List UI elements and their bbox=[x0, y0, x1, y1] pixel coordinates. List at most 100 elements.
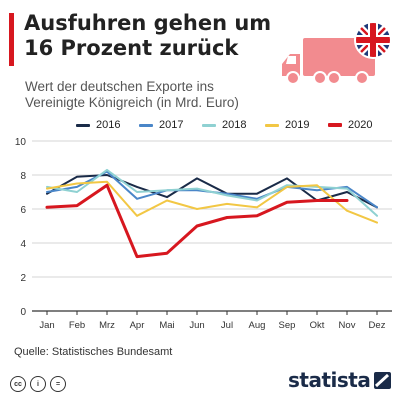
data-point-2016 bbox=[76, 175, 78, 178]
data-point-2017 bbox=[226, 192, 228, 195]
legend-label: 2016 bbox=[96, 119, 121, 131]
data-point-2018 bbox=[346, 187, 348, 190]
x-tick-label: Okt bbox=[310, 320, 325, 331]
data-point-2020 bbox=[46, 206, 48, 209]
data-point-2018 bbox=[196, 187, 198, 190]
nd-icon[interactable]: = bbox=[50, 376, 66, 392]
x-tick-label: Jan bbox=[39, 320, 54, 331]
legend-item-2019: 2019 bbox=[265, 116, 309, 134]
brand-name: statista bbox=[288, 368, 371, 392]
data-point-2019 bbox=[226, 203, 228, 205]
data-point-2018 bbox=[106, 169, 108, 171]
data-point-2020 bbox=[136, 255, 138, 258]
data-point-2016 bbox=[166, 196, 168, 198]
data-point-2020 bbox=[226, 216, 228, 219]
data-point-2016 bbox=[46, 192, 48, 195]
legend-label: 2020 bbox=[348, 119, 373, 131]
data-point-2016 bbox=[136, 186, 138, 188]
legend-swatch bbox=[328, 123, 342, 127]
chart-legend: 2016 2017 2018 2019 2020 bbox=[0, 116, 405, 134]
y-tick-label: 8 bbox=[20, 171, 26, 182]
data-point-2017 bbox=[46, 191, 48, 193]
data-point-2020 bbox=[196, 225, 198, 227]
legend-label: 2019 bbox=[285, 119, 310, 131]
data-point-2019 bbox=[136, 215, 138, 217]
data-point-2017 bbox=[196, 189, 198, 192]
x-tick-label: Sep bbox=[279, 320, 296, 331]
data-point-2019 bbox=[346, 209, 348, 212]
by-icon[interactable]: i bbox=[30, 376, 46, 392]
data-point-2020 bbox=[166, 252, 168, 254]
page-title: Ausfuhren gehen um 16 Prozent zurück bbox=[24, 11, 274, 61]
data-point-2017 bbox=[376, 206, 378, 209]
data-point-2018 bbox=[136, 191, 138, 193]
subtitle-line-1: Wert der deutschen Exporte ins bbox=[25, 79, 214, 94]
statista-logo[interactable]: statista bbox=[288, 368, 392, 392]
subtitle: Wert der deutschen Exporte ins Vereinigt… bbox=[25, 79, 275, 111]
truck-icon bbox=[282, 21, 392, 84]
series-line-2020 bbox=[45, 183, 349, 259]
data-point-2019 bbox=[46, 187, 48, 190]
legend-swatch bbox=[265, 123, 279, 127]
data-point-2017 bbox=[316, 189, 318, 192]
legend-label: 2017 bbox=[159, 119, 184, 131]
uk-flag-icon bbox=[354, 21, 392, 59]
data-point-2018 bbox=[76, 191, 78, 193]
legend-item-2016: 2016 bbox=[76, 116, 120, 134]
data-point-2017 bbox=[76, 186, 78, 188]
data-point-2019 bbox=[76, 182, 78, 185]
legend-label: 2018 bbox=[222, 119, 247, 131]
line-chart: 0 2 4 6 8 10 Jan Feb Mrz Apr Mai Jun Jul Aug Sep Okt Nov… bbox=[15, 137, 392, 331]
data-point-2016 bbox=[286, 177, 288, 180]
license-icons: cc i = bbox=[10, 376, 66, 392]
y-tick-label: 2 bbox=[20, 273, 26, 284]
data-point-2018 bbox=[226, 194, 228, 197]
subtitle-line-2: Vereinigte Königreich (in Mrd. Euro) bbox=[25, 95, 239, 110]
data-point-2018 bbox=[46, 186, 48, 188]
data-point-2020 bbox=[346, 199, 348, 202]
y-tick-label: 4 bbox=[20, 239, 26, 250]
legend-item-2020: 2020 bbox=[328, 116, 372, 134]
legend-item-2018: 2018 bbox=[202, 116, 246, 134]
data-point-2018 bbox=[256, 199, 258, 202]
data-point-2016 bbox=[256, 192, 258, 195]
source-text: Quelle: Statistisches Bundesamt bbox=[14, 346, 173, 358]
series-line-2018 bbox=[46, 168, 378, 217]
data-point-2017 bbox=[346, 186, 348, 188]
data-point-2016 bbox=[196, 177, 198, 180]
data-point-2019 bbox=[376, 221, 378, 224]
data-point-2016 bbox=[346, 191, 348, 193]
data-point-2020 bbox=[106, 184, 108, 186]
data-point-2019 bbox=[106, 181, 108, 183]
data-point-2017 bbox=[136, 198, 138, 200]
x-tick-label: Jun bbox=[189, 320, 204, 331]
data-point-2020 bbox=[256, 215, 258, 217]
x-tick-label: Mai bbox=[159, 320, 174, 331]
y-tick-label: 6 bbox=[20, 205, 26, 216]
data-point-2019 bbox=[256, 206, 258, 209]
title-line-2: 16 Prozent zurück bbox=[24, 36, 239, 60]
x-tick-label: Dez bbox=[369, 320, 386, 331]
legend-swatch bbox=[139, 123, 153, 127]
y-tick-label: 10 bbox=[15, 137, 27, 148]
data-point-2018 bbox=[166, 189, 168, 192]
cc-icon[interactable]: cc bbox=[10, 376, 26, 392]
legend-swatch bbox=[202, 123, 216, 127]
data-point-2019 bbox=[286, 186, 288, 188]
x-tick-label: Feb bbox=[69, 320, 85, 331]
data-point-2019 bbox=[316, 184, 318, 186]
x-tick-label: Aug bbox=[249, 320, 266, 331]
data-point-2020 bbox=[76, 204, 78, 207]
x-tick-label: Apr bbox=[130, 320, 145, 331]
title-accent-bar bbox=[9, 13, 14, 66]
series-line-2019 bbox=[46, 180, 378, 224]
x-tick-label: Nov bbox=[339, 320, 356, 331]
title-line-1: Ausfuhren gehen um bbox=[24, 11, 272, 35]
data-point-2019 bbox=[196, 208, 198, 210]
data-point-2020 bbox=[286, 201, 288, 203]
y-tick-label: 0 bbox=[20, 307, 26, 318]
data-point-2018 bbox=[286, 184, 288, 186]
statista-logo-icon bbox=[374, 371, 392, 389]
data-point-2020 bbox=[316, 199, 318, 202]
x-tick-label: Jul bbox=[221, 320, 233, 331]
